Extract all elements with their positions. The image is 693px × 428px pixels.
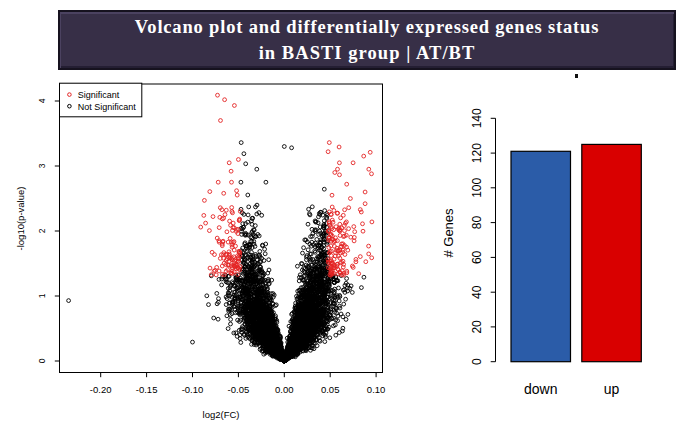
svg-text:down: down	[524, 381, 557, 397]
svg-text:0.00: 0.00	[275, 384, 294, 395]
svg-text:0.10: 0.10	[367, 384, 386, 395]
svg-text:20: 20	[470, 320, 484, 334]
svg-text:-0.15: -0.15	[136, 384, 158, 395]
svg-text:0.05: 0.05	[321, 384, 340, 395]
svg-text:up: up	[604, 381, 620, 397]
svg-text:2: 2	[37, 228, 47, 233]
svg-text:log2(FC): log2(FC)	[203, 409, 240, 420]
svg-text:40: 40	[470, 285, 484, 299]
svg-text:60: 60	[470, 250, 484, 264]
svg-text:120: 120	[470, 143, 484, 163]
svg-text:# Genes: # Genes	[441, 208, 456, 258]
svg-text:140: 140	[470, 108, 484, 128]
svg-text:Not Significant: Not Significant	[78, 102, 137, 112]
svg-text:Significant: Significant	[78, 90, 120, 100]
svg-text:80: 80	[470, 216, 484, 230]
svg-text:3: 3	[37, 163, 47, 168]
svg-text:-0.05: -0.05	[228, 384, 250, 395]
svg-text:0: 0	[470, 358, 484, 365]
svg-text:1: 1	[37, 293, 47, 298]
svg-text:0: 0	[37, 358, 47, 363]
svg-text:-0.20: -0.20	[90, 384, 112, 395]
svg-text:-log10(p-value): -log10(p-value)	[15, 187, 26, 251]
svg-text:-0.10: -0.10	[182, 384, 204, 395]
svg-text:100: 100	[470, 177, 484, 197]
svg-text:4: 4	[37, 98, 47, 103]
